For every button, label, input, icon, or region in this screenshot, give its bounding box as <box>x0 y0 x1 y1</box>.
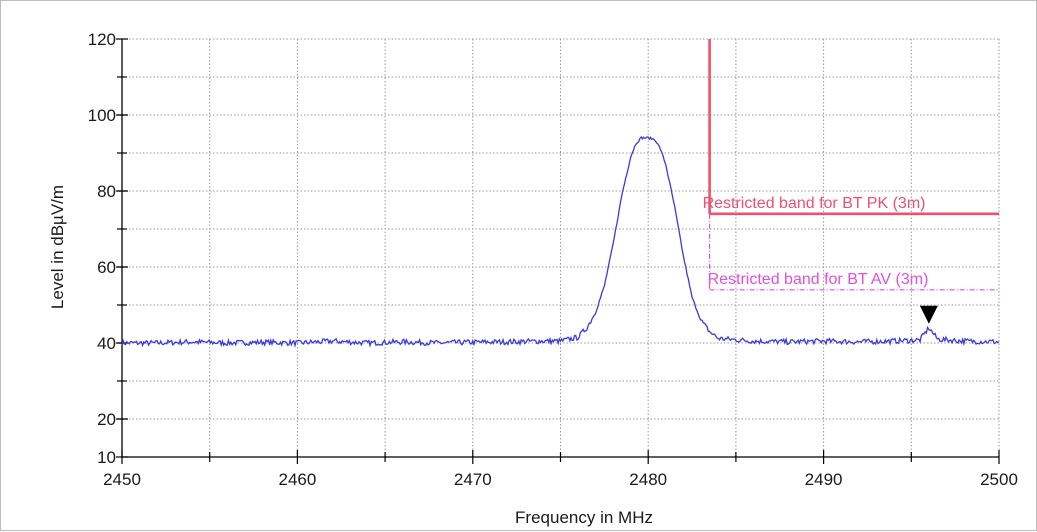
data-series <box>121 135 1000 348</box>
x-axis-title: Frequency in MHz <box>515 508 653 527</box>
x-tick-label: 2480 <box>629 470 667 489</box>
x-tick-label: 2490 <box>805 470 843 489</box>
marker-triangle <box>919 305 938 324</box>
y-tick-label: 20 <box>97 410 116 429</box>
av-limit-label: Restricted band for BT AV (3m) <box>708 271 929 288</box>
trace-line <box>121 135 1000 348</box>
y-tick-label: 60 <box>97 258 116 277</box>
axis-ticks: 10 20 40 60 80 100 120 2450 2460 2470 2480 2490 2500 <box>88 30 1018 489</box>
plot-area <box>122 39 999 457</box>
x-tick-label: 2460 <box>278 470 316 489</box>
y-axis-title: Level in dBµV/m <box>48 185 67 309</box>
limit-lines: Restricted band for BT AV (3m) Restricted… <box>703 39 999 291</box>
x-tick-label: 2470 <box>454 470 492 489</box>
pk-limit-label: Restricted band for BT PK (3m) <box>703 195 926 212</box>
y-tick-label: 40 <box>97 334 116 353</box>
y-tick-label: 80 <box>97 182 116 201</box>
grid-lines <box>122 38 1000 457</box>
x-tick-label: 2450 <box>103 470 141 489</box>
y-tick-label: 100 <box>88 106 116 125</box>
y-tick-label: 120 <box>88 30 116 49</box>
y-tick-label: 10 <box>97 448 116 467</box>
x-tick-label: 2500 <box>980 470 1018 489</box>
markers <box>919 305 938 324</box>
